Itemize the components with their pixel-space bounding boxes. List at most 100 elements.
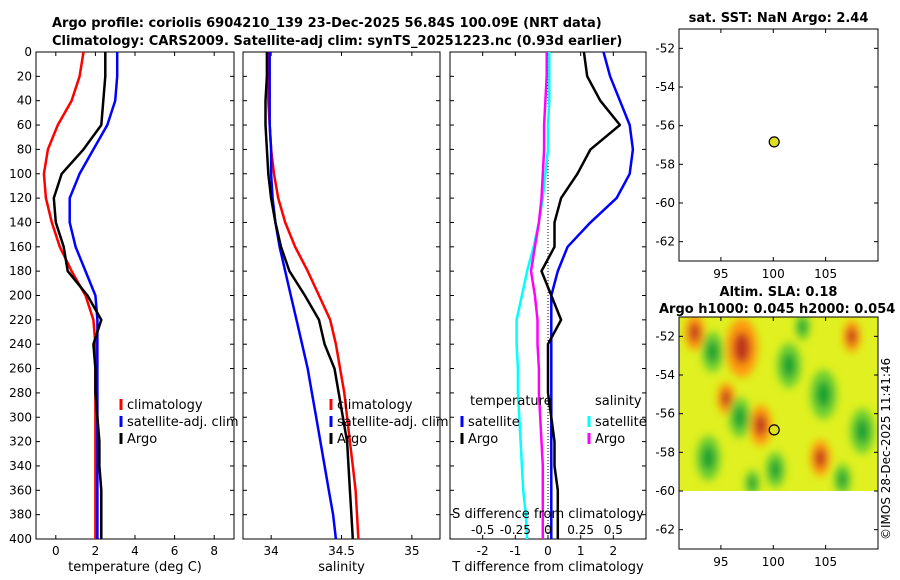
depth-tick-label: 360 — [9, 483, 32, 497]
temperature-x-tick-label: 4 — [131, 544, 139, 558]
depth-tick-label: 200 — [9, 289, 32, 303]
sla-high-core-cell — [815, 448, 826, 468]
depth-tick-label: 120 — [9, 191, 32, 205]
sla-low-core-cell — [706, 340, 719, 363]
diff-top-axis-label: S difference from climatology — [452, 507, 644, 522]
sla-x-tick-label: 100 — [762, 555, 785, 569]
depth-tick-label: 340 — [9, 459, 32, 473]
sla-high-core-cell — [689, 322, 700, 343]
sla-y-tick-label: -62 — [655, 523, 675, 537]
sla-low-core-cell — [837, 470, 848, 488]
depth-tick-label: 220 — [9, 313, 32, 327]
sla-y-tick-label: -60 — [655, 484, 675, 498]
temperature-x-tick-label: 8 — [210, 544, 218, 558]
sla-map-panel: Altim. SLA: 0.18 Argo h1000: 0.045 h2000:… — [655, 285, 895, 569]
sal-legend-argo: Argo — [337, 432, 367, 447]
difference-panel: -2 -1 0 1 2 T difference from climatology S di… — [449, 51, 647, 575]
salinity-x-tick-label: 34 — [264, 544, 279, 558]
temp-argo-line — [52, 52, 107, 539]
salinity-axes-box — [242, 51, 441, 540]
diff-legend-temp-argo: Argo — [468, 432, 498, 447]
diff-sal-satellite-line — [515, 52, 551, 540]
sla-y-tick-label: -56 — [655, 407, 675, 421]
sla-map-title: Altim. SLA: 0.18 — [720, 285, 838, 300]
sla-low-core-cell — [816, 380, 831, 408]
diff-legend-sal-header: salinity — [595, 394, 642, 409]
salinity-x-tick-label: 34.5 — [328, 544, 355, 558]
salinity-x-tick-label: 35 — [404, 544, 419, 558]
depth-tick-label: 400 — [9, 532, 32, 546]
sst-argo-location-marker — [768, 136, 780, 148]
sst-axes-box — [678, 28, 879, 262]
diff-legend-temp-header: temperature — [470, 394, 552, 409]
sal-argo-line — [264, 52, 355, 540]
sla-heatmap — [679, 317, 878, 491]
sla-low-core-cell — [733, 406, 746, 429]
sst-y-tick-label: -60 — [655, 196, 675, 210]
temp-satellite-line — [68, 52, 119, 539]
sla-y-tick-label: -52 — [655, 329, 675, 343]
figure-title-line1: Argo profile: coriolis 6904210_139 23-De… — [52, 16, 602, 31]
figure-title-line2: Climatology: CARS2009. Satellite-adj cli… — [52, 34, 622, 49]
difference-x-axis-label: T difference from climatology — [451, 560, 644, 575]
diff-legend-sal-satellite: satellite — [595, 415, 647, 430]
depth-tick-label: 240 — [9, 337, 32, 351]
depth-tick-label: 40 — [17, 94, 32, 108]
temperature-axes-box — [35, 51, 235, 540]
difference-x-tick-label: 1 — [577, 544, 585, 558]
sal-legend-climatology: climatology — [337, 398, 413, 413]
diff-s-tick-label: 0.5 — [604, 523, 623, 537]
salinity-x-axis-label: salinity — [318, 560, 365, 575]
sst-map-panel: sat. SST: NaN Argo: 2.44 95 100 105 -52 -54 -5… — [655, 11, 879, 281]
depth-tick-label: 0 — [24, 45, 32, 59]
sla-argo-location-marker — [768, 424, 780, 436]
sst-y-tick-label: -52 — [655, 41, 675, 55]
sla-x-tick-label: 105 — [814, 555, 837, 569]
depth-tick-label: 260 — [9, 362, 32, 376]
depth-tick-label: 80 — [17, 142, 32, 156]
temperature-panel: 0204060801001201401601802002202402602803… — [9, 45, 239, 575]
depth-tick-label: 140 — [9, 215, 32, 229]
sla-low-core-cell — [701, 445, 715, 471]
difference-x-tick-label: -2 — [477, 544, 489, 558]
temp-legend-satellite: satellite-adj. clim — [127, 415, 239, 430]
sla-low-core-cell — [770, 459, 781, 480]
depth-tick-label: 320 — [9, 435, 32, 449]
sla-low-core-cell — [855, 418, 869, 444]
depth-tick-label: 280 — [9, 386, 32, 400]
sla-axes-box — [678, 316, 879, 550]
temp-legend-climatology: climatology — [127, 398, 203, 413]
sal-legend-satellite: satellite-adj. clim — [337, 415, 449, 430]
diff-legend-temp-satellite: satellite — [468, 415, 520, 430]
sla-high-core-cell — [847, 327, 857, 345]
sst-y-tick-label: -58 — [655, 157, 675, 171]
difference-x-tick-label: 2 — [610, 544, 618, 558]
sla-low-core-cell — [782, 353, 796, 378]
difference-x-tick-label: 0 — [544, 544, 552, 558]
sst-y-tick-label: -62 — [655, 235, 675, 249]
salinity-panel: 34 34.5 35 salinity climatology satellite-adj… — [242, 51, 449, 575]
sla-high-core-cell — [721, 389, 731, 407]
sla-y-tick-label: -58 — [655, 445, 675, 459]
sla-high-core-cell — [754, 414, 767, 437]
sal-climatology-line — [267, 52, 360, 540]
depth-tick-label: 100 — [9, 167, 32, 181]
depth-tick-label: 20 — [17, 69, 32, 83]
temperature-x-axis-label: temperature (deg C) — [68, 560, 202, 575]
depth-tick-label: 300 — [9, 410, 32, 424]
sla-map-subtitle: Argo h1000: 0.045 h2000: 0.054 — [659, 302, 895, 317]
temperature-x-tick-label: 2 — [92, 544, 100, 558]
diff-temp-argo-line — [540, 51, 622, 539]
depth-tick-label: 60 — [17, 118, 32, 132]
diff-sal-argo-line — [529, 52, 548, 539]
diff-s-tick-label: -0.5 — [471, 523, 494, 537]
temperature-x-tick-label: 0 — [52, 544, 60, 558]
sal-satellite-line — [268, 52, 338, 540]
sla-high-core-cell — [733, 332, 751, 364]
sla-x-tick-label: 95 — [713, 555, 728, 569]
sla-low-core-cell — [798, 319, 807, 334]
sst-y-tick-label: -54 — [655, 80, 675, 94]
sla-low-core-cell — [748, 475, 757, 491]
depth-tick-label: 380 — [9, 508, 32, 522]
